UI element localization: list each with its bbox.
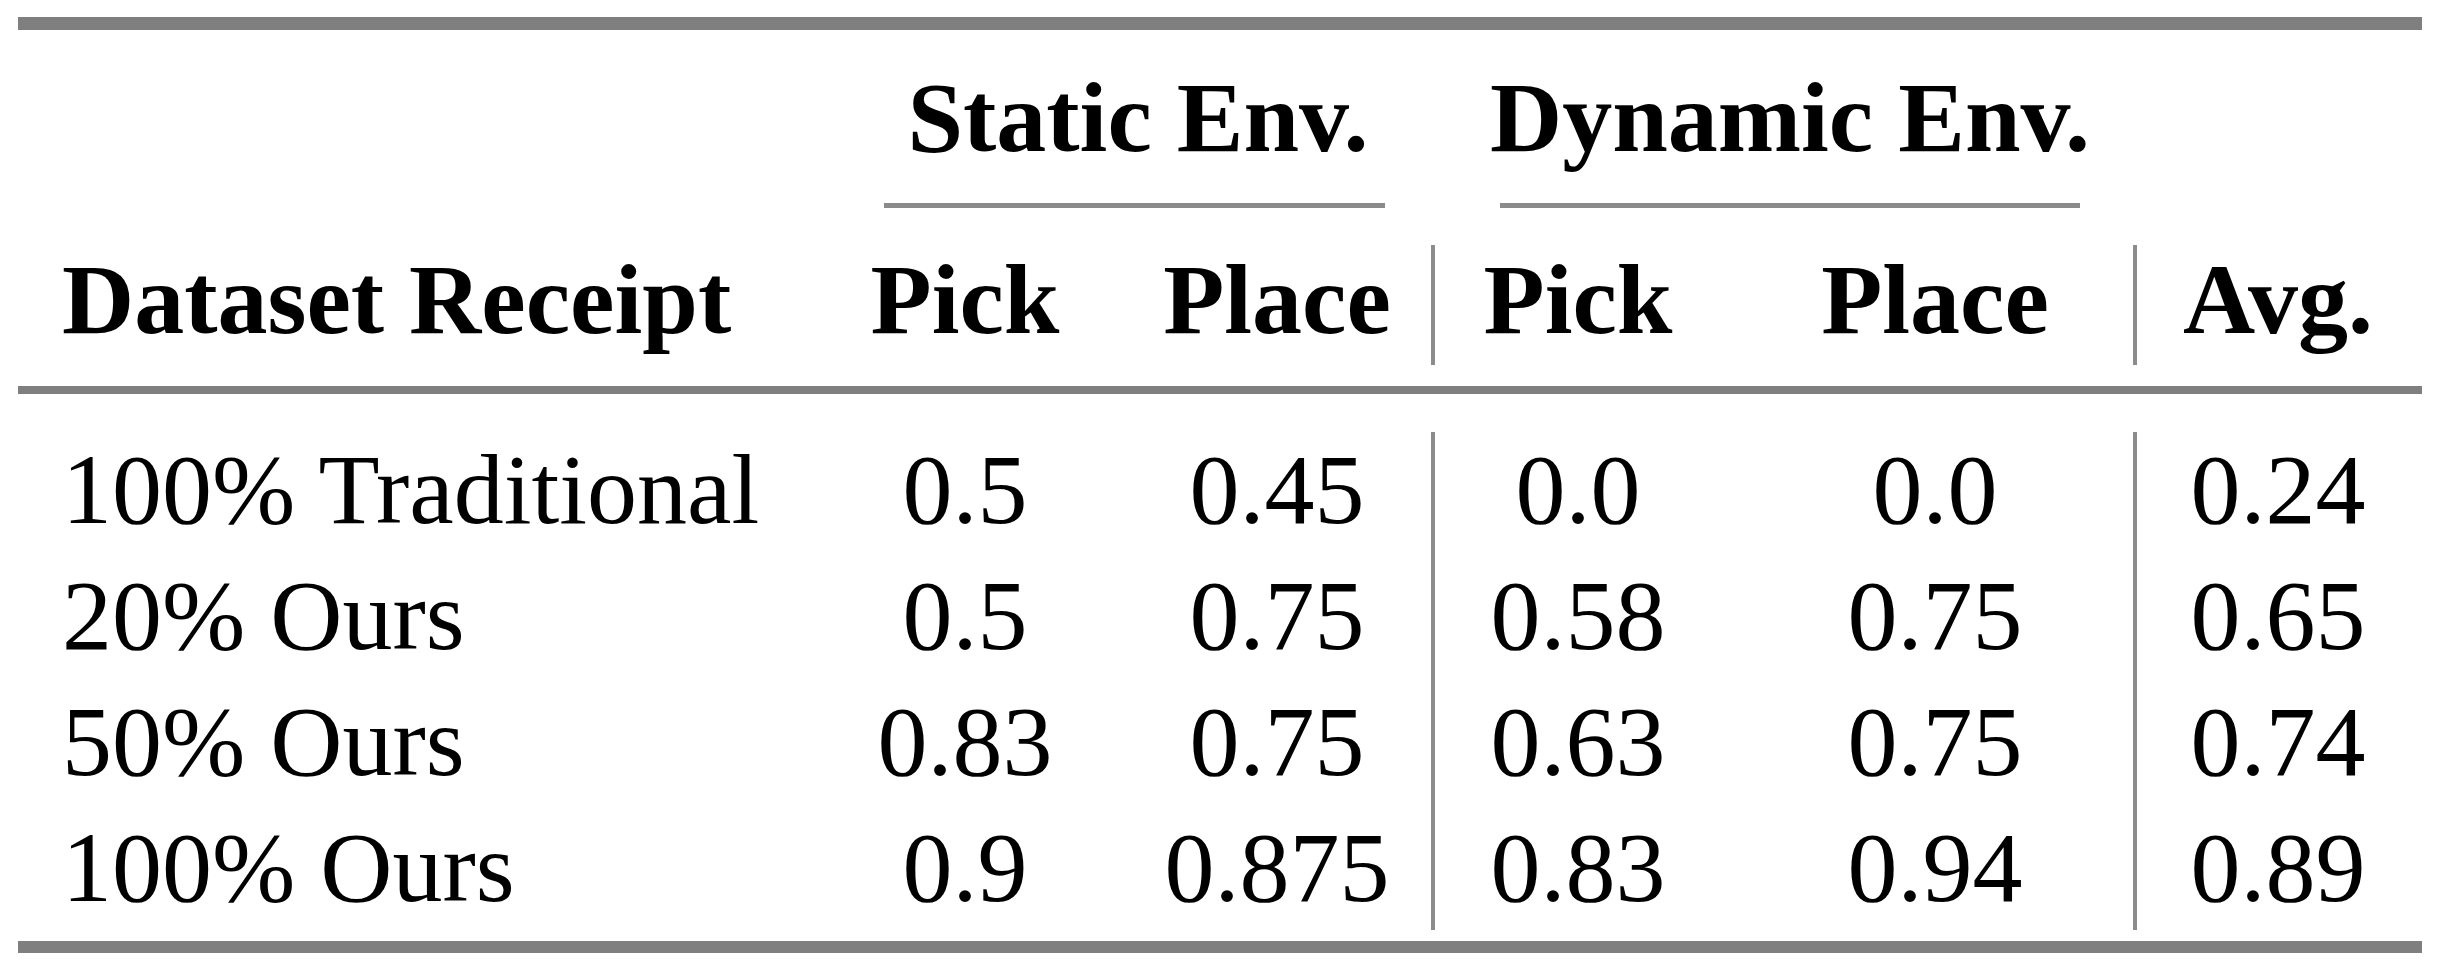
cell-dynamic-pick: 0.63 [1491,682,1666,802]
cell-static-place: 0.875 [1165,808,1390,928]
column-header-avg: Avg. [2183,240,2373,360]
cell-avg: 0.89 [2191,808,2366,928]
cell-dynamic-place: 0.0 [1873,430,1998,550]
static-env-cmidrule [884,203,1385,208]
cell-static-pick: 0.5 [903,430,1028,550]
cell-static-place: 0.45 [1190,430,1365,550]
column-header-dataset-receipt: Dataset Receipt [62,240,731,360]
table-mid-rule [18,386,2422,394]
vertical-separator-dynamic-avg-header [2133,245,2137,365]
group-header-static-env: Static Env. [907,58,1368,178]
group-header-dynamic-env: Dynamic Env. [1490,58,2090,178]
vertical-separator-static-dynamic-body [1431,432,1435,930]
table-bottom-rule [18,941,2422,953]
row-label: 100% Traditional [62,430,759,550]
cell-static-pick: 0.9 [903,808,1028,928]
cell-dynamic-place: 0.94 [1848,808,2023,928]
cell-avg: 0.24 [2191,430,2366,550]
dynamic-env-cmidrule [1500,203,2080,208]
results-table: Static Env. Dynamic Env. Dataset Receipt… [0,0,2440,966]
column-header-dynamic-place: Place [1821,240,2049,360]
cell-avg: 0.74 [2191,682,2366,802]
cell-static-place: 0.75 [1190,682,1365,802]
vertical-separator-static-dynamic-header [1431,245,1435,365]
column-header-static-place: Place [1163,240,1391,360]
column-header-dynamic-pick: Pick [1484,240,1673,360]
table-top-rule [18,17,2422,30]
cell-dynamic-pick: 0.0 [1516,430,1641,550]
vertical-separator-dynamic-avg-body [2133,432,2137,930]
cell-dynamic-place: 0.75 [1848,556,2023,676]
cell-dynamic-place: 0.75 [1848,682,2023,802]
cell-static-pick: 0.5 [903,556,1028,676]
row-label: 20% Ours [62,556,465,676]
cell-dynamic-pick: 0.58 [1491,556,1666,676]
column-header-static-pick: Pick [871,240,1060,360]
row-label: 100% Ours [62,808,515,928]
cell-dynamic-pick: 0.83 [1491,808,1666,928]
cell-static-pick: 0.83 [878,682,1053,802]
cell-static-place: 0.75 [1190,556,1365,676]
cell-avg: 0.65 [2191,556,2366,676]
row-label: 50% Ours [62,682,465,802]
